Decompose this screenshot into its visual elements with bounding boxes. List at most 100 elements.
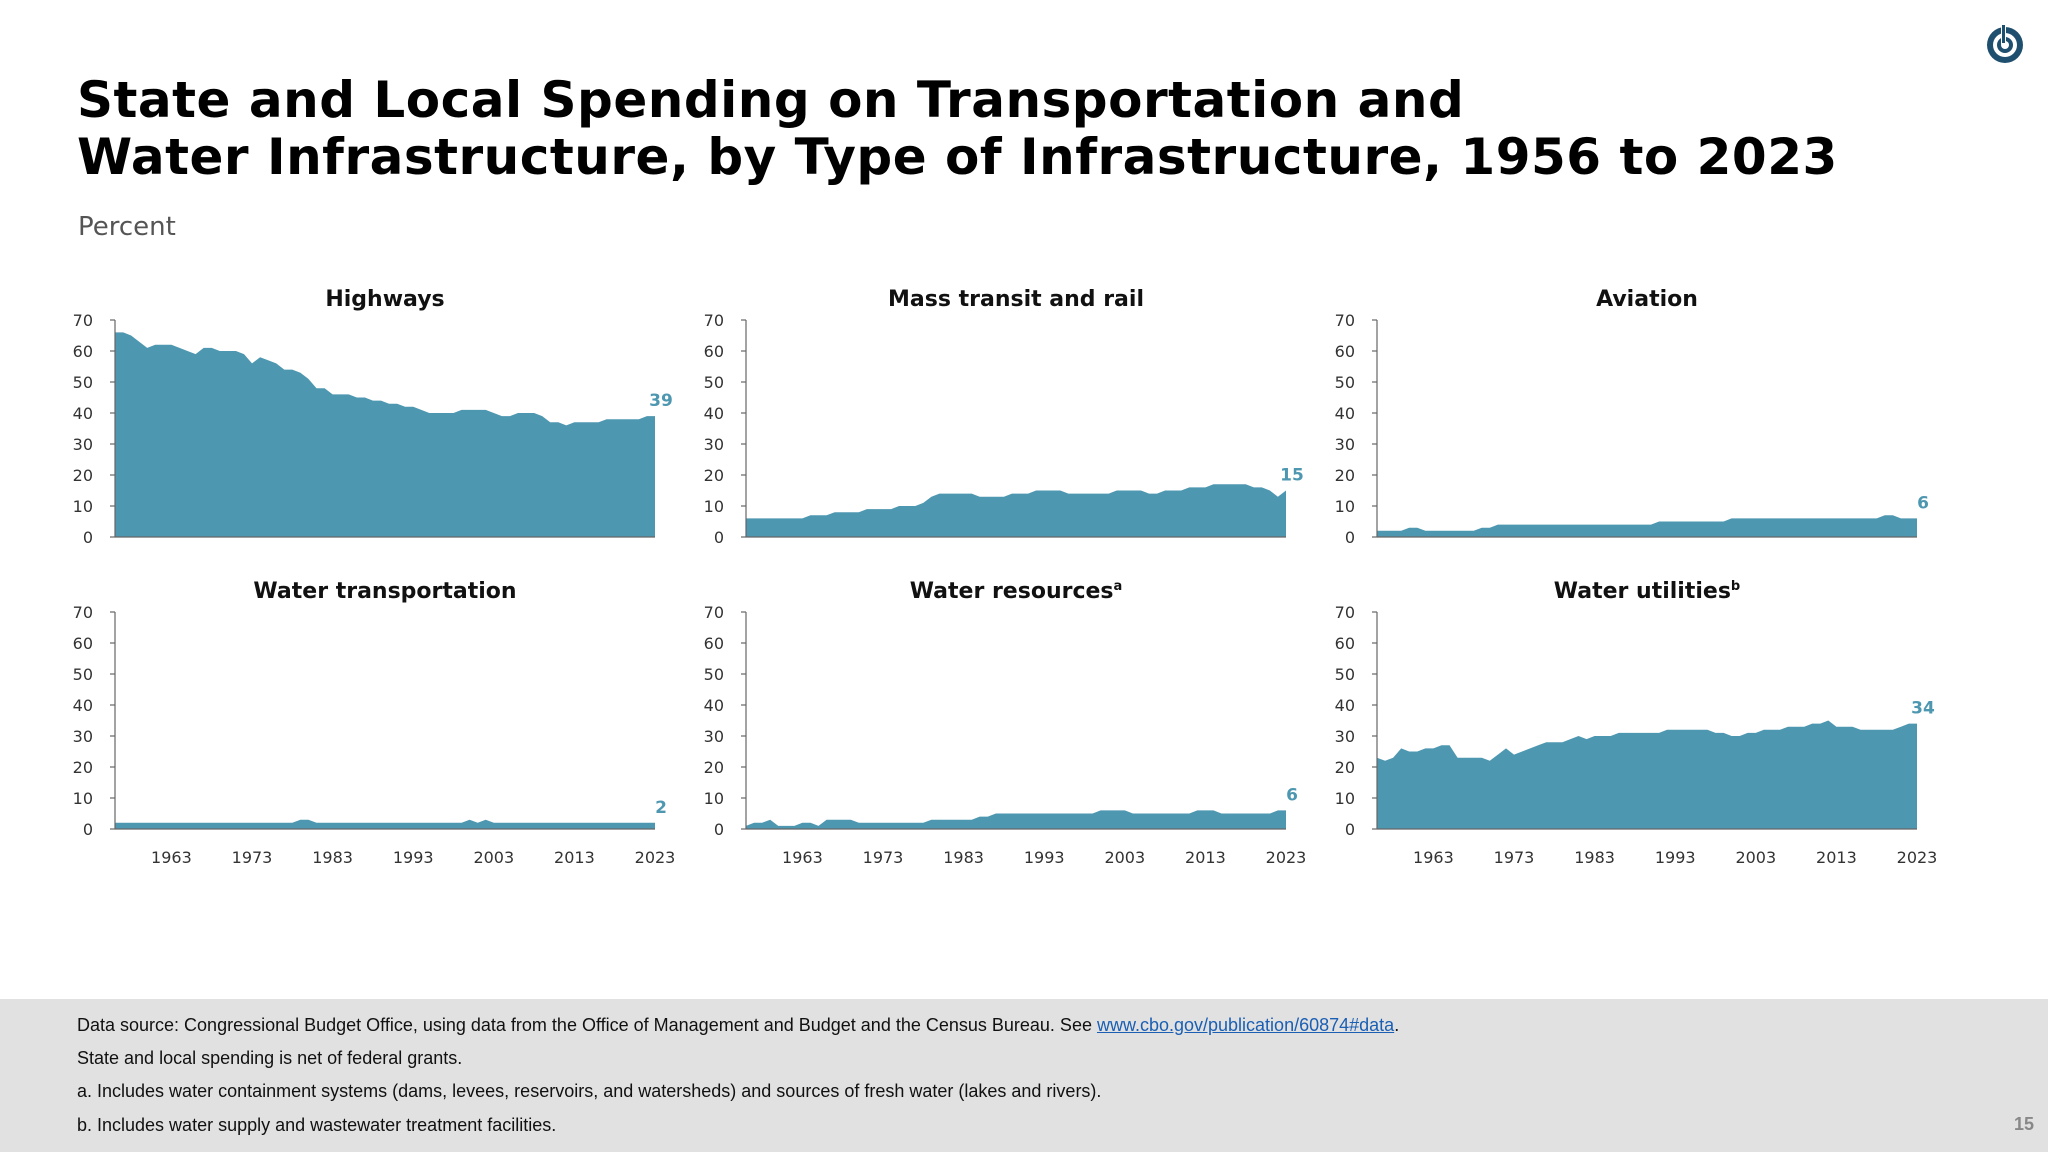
panel-water-transportation: Water transportation 0 10 20 30 40 50 60 70 1963 1… bbox=[73, 579, 676, 867]
end-value-label-aviation: 6 bbox=[1917, 493, 1929, 513]
cbo-logo-icon bbox=[1987, 24, 2023, 63]
x-tick-label-water-transportation: 1983 bbox=[312, 848, 353, 867]
x-tick-label-water-utilities: 1983 bbox=[1574, 848, 1615, 867]
area-water-utilities bbox=[1377, 720, 1917, 829]
x-tick-label-water-resources: 1983 bbox=[943, 848, 984, 867]
panel-highways: Highways 0 10 20 30 40 50 60 70 39 bbox=[73, 287, 673, 547]
y-tick-label-water-transportation: 20 bbox=[73, 758, 93, 777]
x-tick-label-water-utilities: 1973 bbox=[1494, 848, 1535, 867]
y-tick-label-water-resources: 0 bbox=[714, 820, 724, 839]
y-tick-label-aviation: 50 bbox=[1335, 373, 1355, 392]
area-water-resources bbox=[746, 810, 1286, 829]
end-value-label-water-transportation: 2 bbox=[655, 798, 667, 818]
footnote-b: b. Includes water supply and wastewater … bbox=[77, 1115, 557, 1135]
footnote-marker-a: a bbox=[1114, 579, 1123, 594]
footer: Data source: Congressional Budget Office… bbox=[0, 999, 2048, 1152]
panel-title-aviation: Aviation bbox=[1596, 287, 1698, 312]
y-tick-label-water-transportation: 60 bbox=[73, 634, 93, 653]
y-tick-label-aviation: 0 bbox=[1345, 528, 1355, 547]
y-tick-label-water-transportation: 70 bbox=[73, 603, 93, 622]
area-highways bbox=[115, 332, 655, 537]
y-tick-label-highways: 40 bbox=[73, 404, 93, 423]
y-tick-label-mass-transit-and-rail: 10 bbox=[704, 497, 724, 516]
x-tick-label-water-resources: 2013 bbox=[1185, 848, 1226, 867]
y-tick-label-water-resources: 40 bbox=[704, 696, 724, 715]
page-number: 15 bbox=[2013, 1114, 2034, 1134]
panel-title-water-transportation: Water transportation bbox=[253, 579, 516, 604]
panel-water-utilities: Water utilitiesb 0 10 20 30 40 50 60 70 1963 1973 1… bbox=[1335, 579, 1938, 867]
source-link[interactable]: www.cbo.gov/publication/60874#data bbox=[1096, 1015, 1395, 1035]
units-label: Percent bbox=[78, 212, 176, 242]
y-tick-label-aviation: 20 bbox=[1335, 466, 1355, 485]
x-tick-label-water-transportation: 1993 bbox=[393, 848, 434, 867]
y-tick-label-mass-transit-and-rail: 50 bbox=[704, 373, 724, 392]
y-tick-label-water-utilities: 30 bbox=[1335, 727, 1355, 746]
source-prefix: Data source: Congressional Budget Office… bbox=[77, 1015, 1097, 1035]
x-tick-label-water-transportation: 1973 bbox=[232, 848, 273, 867]
y-tick-label-aviation: 60 bbox=[1335, 342, 1355, 361]
footnote-a: a. Includes water containment systems (d… bbox=[77, 1081, 1102, 1101]
y-tick-label-water-resources: 20 bbox=[704, 758, 724, 777]
data-source-note: Data source: Congressional Budget Office… bbox=[77, 1015, 1399, 1036]
net-grants-note: State and local spending is net of feder… bbox=[77, 1048, 463, 1068]
end-value-label-mass-transit-and-rail: 15 bbox=[1280, 466, 1304, 486]
y-tick-label-mass-transit-and-rail: 60 bbox=[704, 342, 724, 361]
end-value-label-water-utilities: 34 bbox=[1911, 699, 1935, 719]
x-tick-label-water-utilities: 1993 bbox=[1655, 848, 1696, 867]
x-tick-label-water-resources: 2003 bbox=[1104, 848, 1145, 867]
x-tick-label-water-resources: 2023 bbox=[1266, 848, 1307, 867]
y-tick-label-mass-transit-and-rail: 20 bbox=[704, 466, 724, 485]
y-tick-label-highways: 60 bbox=[73, 342, 93, 361]
area-aviation bbox=[1377, 515, 1917, 537]
page-title: State and Local Spending on Transportati… bbox=[77, 72, 1897, 186]
y-tick-label-water-utilities: 60 bbox=[1335, 634, 1355, 653]
y-tick-label-aviation: 70 bbox=[1335, 311, 1355, 330]
x-tick-label-water-resources: 1993 bbox=[1024, 848, 1065, 867]
y-tick-label-highways: 30 bbox=[73, 435, 93, 454]
y-tick-label-highways: 20 bbox=[73, 466, 93, 485]
y-tick-label-water-utilities: 40 bbox=[1335, 696, 1355, 715]
y-tick-label-highways: 0 bbox=[83, 528, 93, 547]
x-tick-label-water-utilities: 2003 bbox=[1735, 848, 1776, 867]
panel-mass-transit-and-rail: Mass transit and rail 0 10 20 30 40 50 60 70 15 bbox=[704, 287, 1304, 547]
x-tick-label-water-utilities: 1963 bbox=[1413, 848, 1454, 867]
x-tick-label-water-transportation: 1963 bbox=[151, 848, 192, 867]
y-tick-label-water-utilities: 10 bbox=[1335, 789, 1355, 808]
y-tick-label-water-transportation: 10 bbox=[73, 789, 93, 808]
y-tick-label-water-utilities: 70 bbox=[1335, 603, 1355, 622]
y-tick-label-mass-transit-and-rail: 0 bbox=[714, 528, 724, 547]
panel-title-water-utilities: Water utilitiesb bbox=[1554, 579, 1740, 604]
y-tick-label-water-utilities: 0 bbox=[1345, 820, 1355, 839]
x-tick-label-water-transportation: 2013 bbox=[554, 848, 595, 867]
y-tick-label-aviation: 10 bbox=[1335, 497, 1355, 516]
y-tick-label-water-transportation: 30 bbox=[73, 727, 93, 746]
y-tick-label-mass-transit-and-rail: 70 bbox=[704, 311, 724, 330]
y-tick-label-highways: 50 bbox=[73, 373, 93, 392]
panel-aviation: Aviation 0 10 20 30 40 50 60 70 6 bbox=[1335, 287, 1929, 547]
y-tick-label-water-transportation: 50 bbox=[73, 665, 93, 684]
y-tick-label-water-resources: 30 bbox=[704, 727, 724, 746]
footnote-marker-b: b bbox=[1731, 579, 1740, 594]
x-tick-label-water-utilities: 2013 bbox=[1816, 848, 1857, 867]
y-tick-label-aviation: 40 bbox=[1335, 404, 1355, 423]
x-tick-label-water-resources: 1963 bbox=[782, 848, 823, 867]
x-tick-label-water-utilities: 2023 bbox=[1897, 848, 1938, 867]
y-tick-label-water-utilities: 50 bbox=[1335, 665, 1355, 684]
y-tick-label-water-resources: 50 bbox=[704, 665, 724, 684]
y-tick-label-mass-transit-and-rail: 30 bbox=[704, 435, 724, 454]
y-tick-label-mass-transit-and-rail: 40 bbox=[704, 404, 724, 423]
title-line-1: State and Local Spending on Transportati… bbox=[77, 71, 1465, 129]
y-tick-label-highways: 10 bbox=[73, 497, 93, 516]
panel-title-mass-transit-and-rail: Mass transit and rail bbox=[888, 287, 1144, 312]
end-value-label-highways: 39 bbox=[649, 391, 673, 411]
end-value-label-water-resources: 6 bbox=[1286, 785, 1298, 805]
x-tick-label-water-resources: 1973 bbox=[863, 848, 904, 867]
y-tick-label-highways: 70 bbox=[73, 311, 93, 330]
y-tick-label-water-transportation: 0 bbox=[83, 820, 93, 839]
panel-title-water-resources: Water resourcesa bbox=[910, 579, 1123, 604]
x-tick-label-water-transportation: 2023 bbox=[635, 848, 676, 867]
area-water-transportation bbox=[115, 819, 655, 829]
title-line-2: Water Infrastructure, by Type of Infrast… bbox=[77, 128, 1838, 186]
y-tick-label-water-resources: 10 bbox=[704, 789, 724, 808]
